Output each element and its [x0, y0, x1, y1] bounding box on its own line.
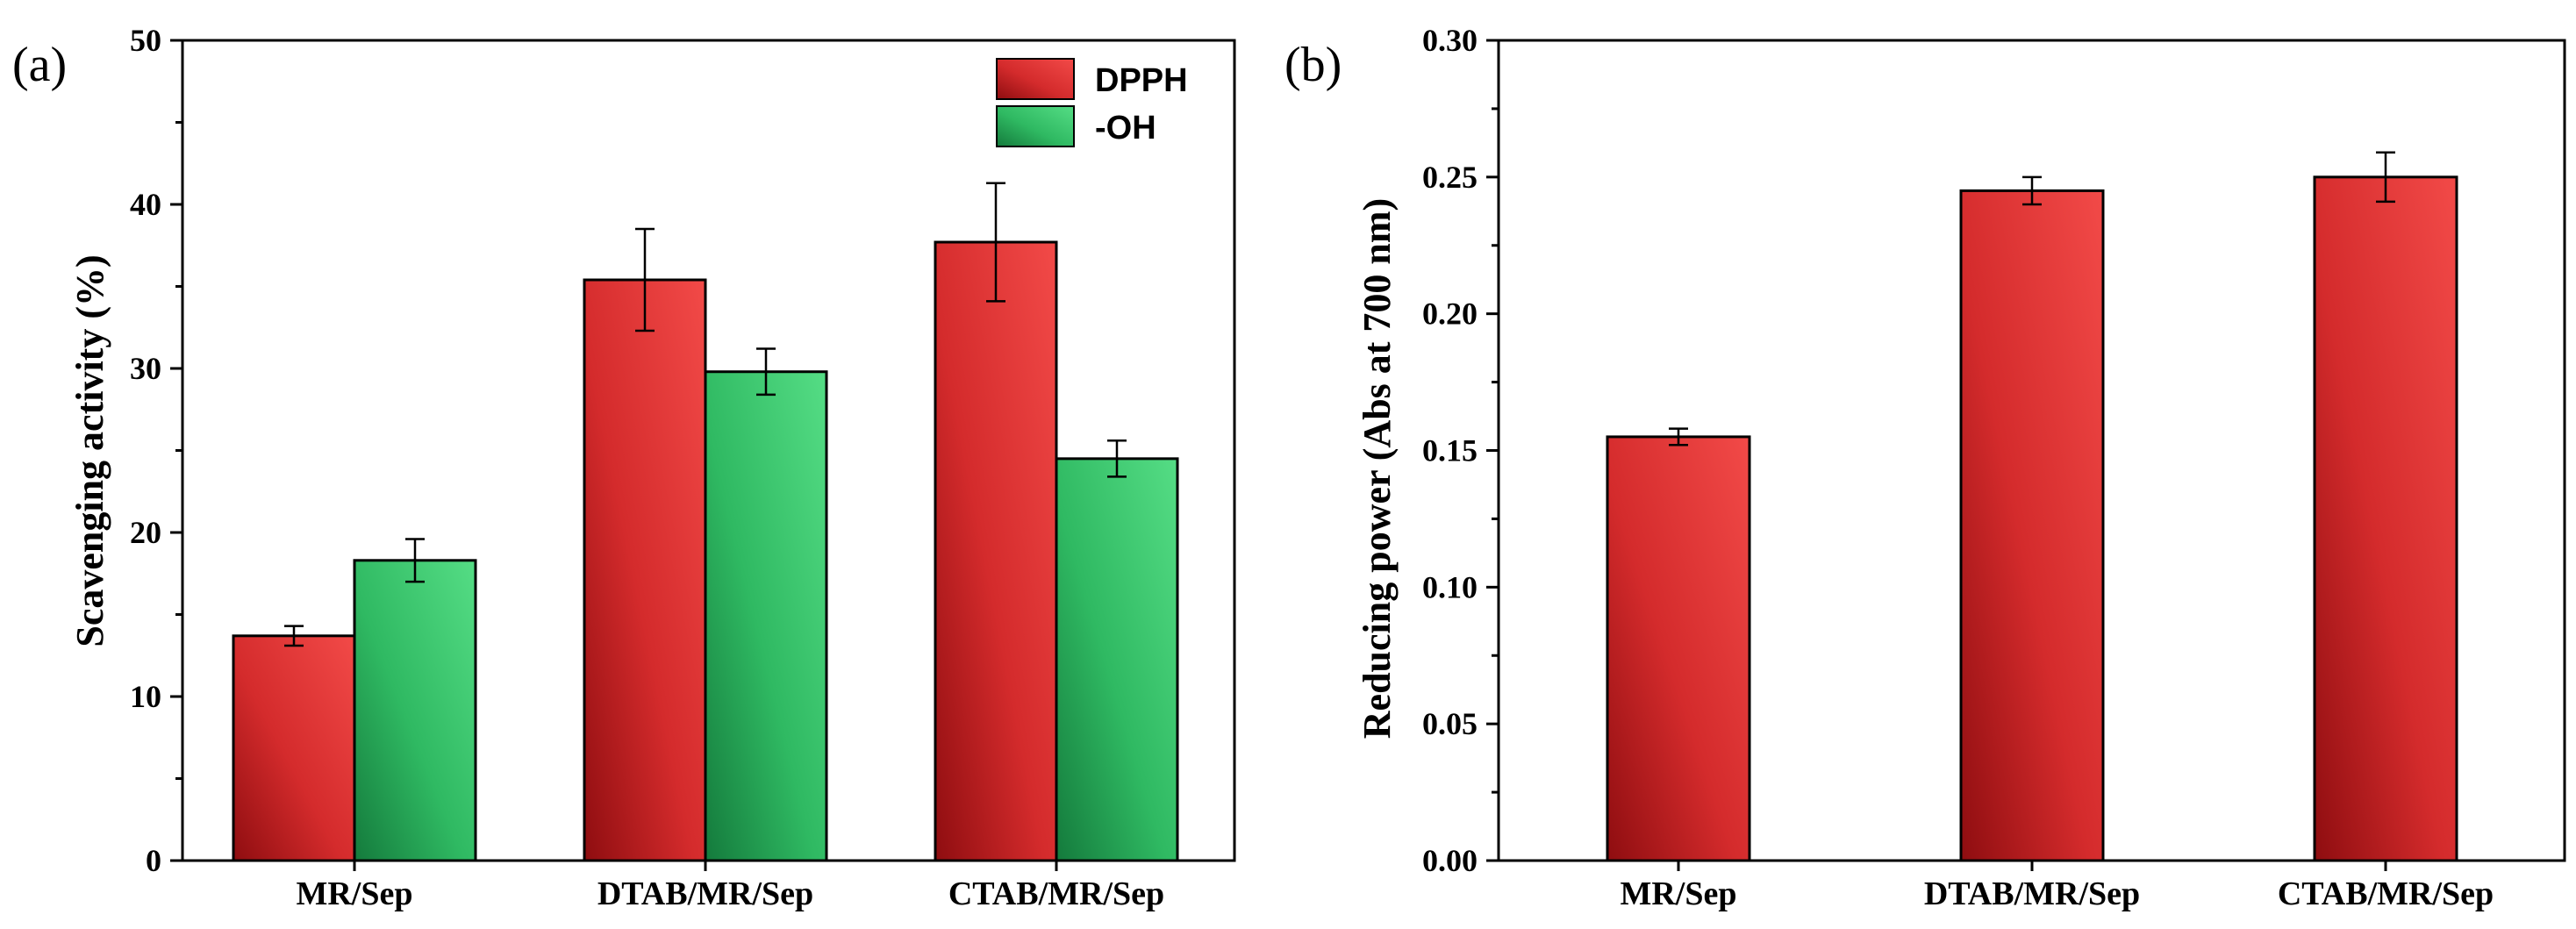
bar-reducingpower-mr-sep — [1606, 435, 1751, 862]
bar-oh-mr-sep — [353, 559, 477, 862]
y-axis-title-b: Reducing power (Abs at 700 nm) — [1356, 198, 1399, 739]
y-tick-label: 0.30 — [1422, 23, 1478, 58]
y-tick-label: 0.15 — [1422, 433, 1478, 468]
error-bar-reducingpower-dtab-mr-sep — [2022, 175, 2042, 206]
y-tick-label: 0.25 — [1422, 160, 1478, 195]
error-bar-reducingpower-mr-sep — [1669, 427, 1688, 447]
x-axis-b: MR/Sep DTAB/MR/Sep CTAB/MR/Sep — [1621, 861, 2494, 912]
error-bar-dpph-dtab-mr-sep — [635, 227, 655, 332]
bar-oh-dtab-mr-sep — [704, 370, 828, 862]
error-bar-oh-mr-sep — [405, 538, 425, 583]
x-tick-label-ctab-mr-sep: CTAB/MR/Sep — [2278, 875, 2494, 912]
error-bars-a — [284, 182, 1127, 647]
panel-label-b: (b) — [1284, 38, 1342, 92]
error-bar-oh-dtab-mr-sep — [756, 347, 776, 397]
legend-swatch-oh — [996, 105, 1075, 147]
y-axis-a: 0 10 20 30 40 50 — [130, 23, 182, 878]
panel-label-a: (a) — [12, 38, 67, 92]
y-tick-label: 0 — [146, 843, 161, 878]
x-tick-label-ctab-mr-sep: CTAB/MR/Sep — [948, 875, 1164, 912]
legend-label-dpph: DPPH — [1095, 62, 1188, 99]
legend-label-oh: -OH — [1095, 110, 1156, 146]
legend-swatch-dpph — [996, 58, 1075, 100]
y-tick-label: 40 — [130, 187, 161, 222]
x-axis-a: MR/Sep DTAB/MR/Sep CTAB/MR/Sep — [297, 861, 1164, 912]
bar-dpph-mr-sep — [232, 634, 356, 862]
y-axis-b: 0.00 0.05 0.10 0.15 0.20 0.25 0.30 — [1422, 23, 1499, 878]
y-tick-label: 50 — [130, 23, 161, 58]
x-tick-label-mr-sep: MR/Sep — [297, 875, 413, 912]
legend: DPPH -OH — [996, 58, 1188, 147]
y-tick-label: 0.00 — [1422, 843, 1478, 878]
y-tick-label: 0.10 — [1422, 569, 1478, 604]
error-bars-b — [1669, 151, 2395, 447]
bar-reducingpower-ctab-mr-sep — [2313, 175, 2458, 862]
bar-dpph-ctab-mr-sep — [934, 240, 1058, 862]
y-tick-label: 10 — [130, 679, 161, 714]
x-tick-label-dtab-mr-sep: DTAB/MR/Sep — [1924, 875, 2140, 912]
chart-panel-b: (b) 0.00 0.05 0.10 0.15 0.20 0.25 0.30 MR/Sep D… — [1284, 23, 2566, 912]
error-bar-oh-ctab-mr-sep — [1107, 439, 1127, 478]
error-bar-dpph-ctab-mr-sep — [986, 182, 1005, 303]
bar-oh-ctab-mr-sep — [1055, 457, 1179, 862]
bar-reducingpower-dtab-mr-sep — [1959, 189, 2105, 862]
chart-panel-a: (a) 0 10 20 30 40 50 MR/Sep DTAB/MR/Sep CTAB/MR… — [12, 23, 1236, 912]
y-tick-label: 0.20 — [1422, 297, 1478, 332]
bar-dpph-dtab-mr-sep — [583, 278, 707, 862]
error-bar-dpph-mr-sep — [284, 625, 304, 647]
bars-b — [1606, 175, 2458, 862]
y-tick-label: 0.05 — [1422, 706, 1478, 741]
x-tick-label-mr-sep: MR/Sep — [1621, 875, 1737, 912]
y-tick-label: 30 — [130, 351, 161, 386]
y-axis-title-a: Scavenging activity (%) — [68, 254, 111, 647]
y-tick-label: 20 — [130, 515, 161, 550]
x-tick-label-dtab-mr-sep: DTAB/MR/Sep — [597, 875, 813, 912]
error-bar-reducingpower-ctab-mr-sep — [2376, 151, 2395, 204]
bars-a — [232, 240, 1179, 862]
